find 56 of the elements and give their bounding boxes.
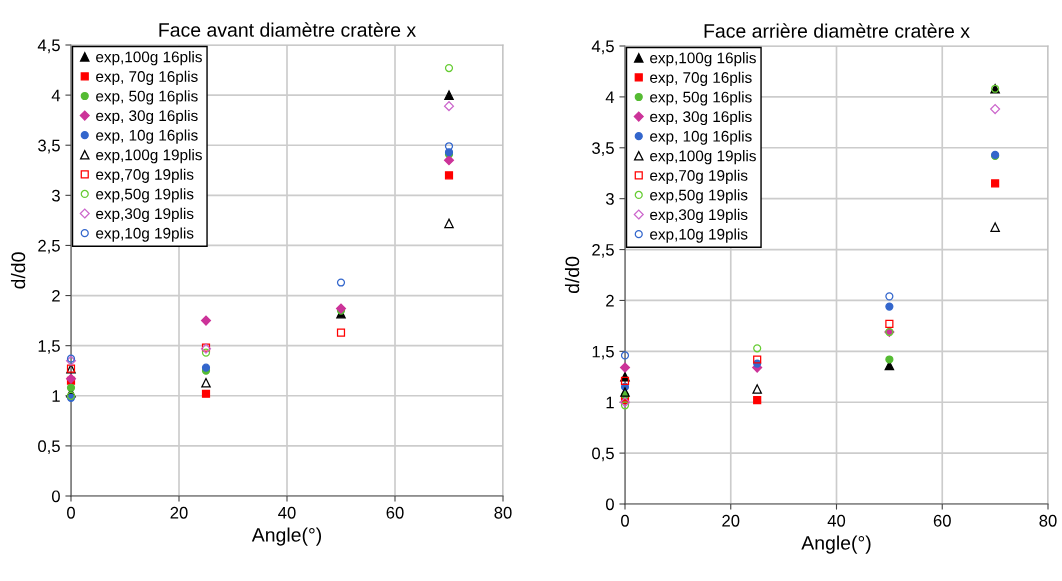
y-tick-label: 0 [605,498,614,511]
legend-label: exp,100g 19plis [650,150,756,165]
legend-label: exp,100g 16plis [650,52,756,67]
y-tick-label: 0 [51,490,60,503]
x-tick-label: 40 [278,506,296,519]
x-tick-label: 60 [933,514,951,527]
y-tick-label: 2 [52,289,60,302]
legend-label: exp, 10g 16plis [96,129,198,144]
y-tick-label: 2,5 [592,243,614,258]
y-tick-label: 4,5 [37,39,60,54]
legend-label: exp,50g 19plis [96,188,194,203]
x-tick-label: 20 [170,506,188,519]
y-tick-label: 3,5 [592,142,614,156]
chart-title: Face avant diamètre cratère x [159,22,416,37]
legend-label: exp, 70g 16plis [96,70,198,85]
y-tick-label: 1 [52,390,60,402]
legend-label: exp,50g 19plis [650,189,748,204]
legend-label: exp, 30g 16plis [650,110,752,126]
x-tick-label: 40 [827,514,846,527]
y-tick-label: 0,5 [592,447,614,462]
y-tick-label: 4,5 [591,40,614,55]
x-tick-label: 0 [621,514,629,527]
y-tick-label: 1,5 [592,345,614,360]
x-axis-title: Angle(°) [801,535,871,554]
y-tick-label: 3 [605,193,614,205]
legend-label: exp, 10g 16plis [650,130,752,145]
y-tick-label: 1,5 [38,340,60,354]
legend-label: exp,70g 19plis [650,169,748,184]
legend-label: exp,30g 19plis [650,208,748,224]
y-tick-label: 0,5 [38,440,60,455]
y-axis-title: d/d0 [10,252,26,289]
x-tick-label: 60 [386,506,404,519]
y-tick-label: 2,5 [38,239,60,254]
x-tick-label: 80 [494,506,512,519]
y-tick-label: 3 [51,189,60,202]
legend-label: exp, 50g 16plis [650,91,752,106]
y-tick-label: 4 [51,89,61,102]
x-tick-label: 0 [67,506,75,519]
legend-label: exp,10g 19plis [650,228,748,243]
y-tick-label: 3,5 [38,139,60,154]
x-tick-label: 20 [722,514,740,527]
legend-label: exp,100g 16plis [96,51,202,66]
legend-label: exp, 30g 16plis [96,109,198,125]
legend-label: exp,70g 19plis [96,168,194,183]
y-tick-label: 1 [606,396,614,409]
chart-title: Face arrière diamètre cratère x [704,23,970,38]
legend-label: exp, 50g 16plis [96,90,198,105]
x-tick-label: 80 [1039,514,1057,527]
legend-label: exp,30g 19plis [96,207,194,223]
x-axis-title: Angle(°) [251,527,322,546]
y-axis-title: d/d0 [564,256,580,294]
legend-label: exp,100g 19plis [96,149,202,164]
legend-label: exp,10g 19plis [96,227,194,242]
y-tick-label: 2 [606,294,614,307]
y-tick-label: 4 [605,91,615,103]
legend-label: exp, 70g 16plis [650,71,752,86]
